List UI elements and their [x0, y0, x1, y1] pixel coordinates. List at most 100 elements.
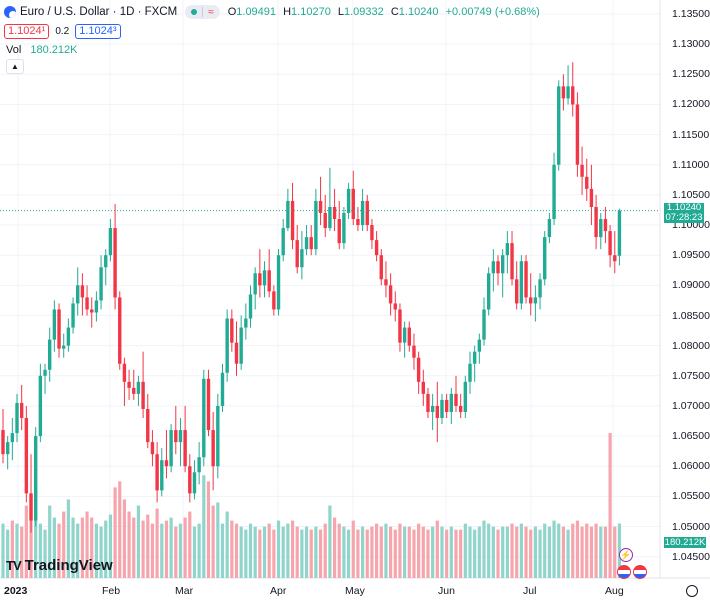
us-flag-event-icon[interactable]: [617, 565, 631, 579]
volume-bar: [10, 520, 14, 578]
volume-bar: [248, 523, 253, 578]
candle-body: [244, 318, 248, 328]
candle-body: [515, 279, 519, 304]
candle-body: [211, 430, 215, 467]
candle-body: [174, 430, 178, 443]
candle-body: [248, 294, 253, 319]
spread-value: 0.2: [55, 25, 70, 37]
price-tick-label: 1.12000: [672, 98, 710, 111]
candle-body: [332, 206, 337, 220]
ohlc-change: +0.00749 (+0.68%): [445, 6, 540, 18]
volume-bar: [421, 526, 425, 578]
candle-body: [482, 309, 486, 340]
ohlc-open-key: O: [227, 6, 237, 18]
volume-bar: [99, 526, 103, 578]
market-status-pill[interactable]: ≈: [185, 5, 220, 19]
collapse-legend-button[interactable]: ▲: [6, 59, 24, 74]
candle-body: [216, 405, 220, 467]
volume-bar: [85, 511, 89, 578]
candle-body: [561, 86, 566, 99]
us-flag-event-icon-2[interactable]: [633, 565, 647, 579]
volume-bar: [48, 505, 52, 578]
candle-body: [141, 381, 145, 409]
volume-legend: Vol 180.212K: [6, 44, 77, 56]
candle-body: [290, 200, 295, 241]
volume-label[interactable]: Vol: [6, 44, 22, 56]
volume-bar: [389, 526, 393, 578]
candle-body: [360, 200, 365, 226]
volume-bar: [538, 529, 542, 578]
volume-bar: [160, 523, 164, 578]
candle-body: [122, 363, 127, 382]
symbol-title[interactable]: Euro / U.S. Dollar · 1D · FXCM: [20, 6, 178, 18]
volume-bar: [571, 523, 575, 578]
volume-bar: [594, 523, 598, 578]
volume-bar: [304, 526, 309, 578]
ohlc-close-key: C: [390, 6, 399, 18]
volume-bar: [445, 529, 449, 578]
volume-bar: [234, 523, 239, 578]
candle-body: [132, 387, 136, 394]
volume-bar: [230, 520, 234, 578]
candle-body: [66, 327, 71, 346]
volume-bar: [15, 523, 19, 578]
volume-bar: [90, 517, 94, 578]
candle-body: [603, 219, 608, 232]
candle-body: [491, 261, 496, 274]
volume-bar: [132, 517, 136, 578]
settings-icon[interactable]: [686, 585, 698, 597]
candle-body: [104, 255, 108, 268]
volume-bar: [225, 511, 229, 578]
candle-body: [444, 399, 449, 412]
volume-bar: [136, 505, 141, 578]
volume-bar: [463, 523, 467, 578]
candle-body: [421, 381, 425, 394]
volume-bar: [164, 520, 169, 578]
candle-body: [500, 255, 505, 274]
bar-countdown: 07:28:23: [665, 212, 703, 223]
last-price-value: 1.10240: [666, 202, 702, 213]
candle-body: [398, 309, 402, 343]
volume-bar: [328, 505, 332, 578]
volume-bar: [431, 526, 435, 578]
volume-bar: [557, 523, 561, 578]
volume-bar: [267, 523, 271, 578]
candle-body: [557, 86, 561, 165]
time-tick-label: Apr: [270, 585, 287, 597]
lightning-event-icon[interactable]: ⚡: [619, 548, 633, 562]
volume-bar: [360, 526, 365, 578]
volume-bar: [178, 523, 183, 578]
candle-body: [323, 212, 327, 229]
volume-bar: [365, 529, 369, 578]
volume-bar: [575, 520, 580, 578]
volume-bar: [169, 517, 173, 578]
volume-bar: [491, 526, 495, 578]
candle-body: [529, 297, 533, 304]
buy-button[interactable]: 1.1024³: [75, 23, 121, 39]
candle-body: [57, 309, 61, 349]
price-tick-label: 1.07500: [672, 369, 710, 382]
candle-body: [412, 345, 416, 358]
candle-body: [440, 399, 444, 419]
candle-body: [85, 297, 89, 310]
candle-body: [342, 212, 346, 244]
candle-body: [80, 285, 85, 298]
volume-bar: [258, 529, 262, 578]
volume-bar: [57, 523, 61, 578]
volume-bar: [613, 526, 617, 578]
candle-body: [118, 297, 122, 364]
sell-button[interactable]: 1.1024¹: [4, 23, 50, 39]
volume-bar: [519, 523, 523, 578]
candle-body: [314, 200, 318, 250]
candle-body: [192, 472, 197, 494]
chevron-up-icon: ▲: [11, 62, 19, 71]
candle-body: [402, 327, 407, 343]
volume-bar: [337, 523, 341, 578]
volume-bar: [290, 520, 295, 578]
bid-ask-row: 1.1024¹ 0.2 1.1024³: [4, 23, 121, 39]
candle-body: [379, 255, 383, 280]
volume-bar: [272, 529, 276, 578]
tradingview-logo[interactable]: TV TradingView: [6, 557, 113, 574]
volume-value: 180.212K: [30, 44, 78, 56]
